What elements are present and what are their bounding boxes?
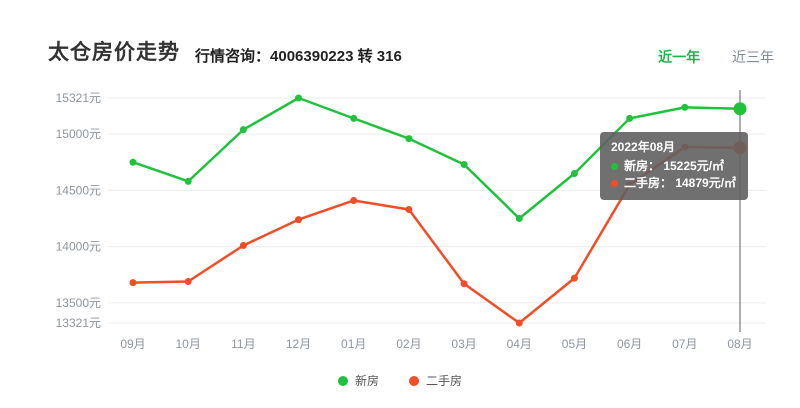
tooltip-row-new-house: 新房： 15225元/㎡ bbox=[611, 158, 736, 175]
x-axis-tick-label: 02月 bbox=[396, 337, 421, 351]
x-axis-tick-label: 12月 bbox=[286, 337, 311, 351]
secondhand-house-dot-icon bbox=[611, 180, 618, 187]
data-point[interactable] bbox=[295, 94, 303, 102]
y-axis-tick-label: 14000元 bbox=[56, 240, 101, 254]
x-axis-tick-label: 10月 bbox=[176, 337, 201, 351]
legend-item-secondhand-house[interactable]: 二手房 bbox=[409, 372, 462, 389]
new-house-dot-icon bbox=[611, 163, 618, 170]
x-axis-tick-label: 11月 bbox=[231, 337, 255, 351]
x-axis-tick-label: 05月 bbox=[562, 337, 587, 351]
y-axis-tick-label: 14500元 bbox=[56, 183, 101, 197]
data-point[interactable] bbox=[350, 196, 358, 204]
chart-tooltip: 2022年08月 新房： 15225元/㎡ 二手房： 14879元/㎡ bbox=[600, 132, 749, 200]
data-point[interactable] bbox=[405, 135, 413, 143]
y-axis-tick-label: 15000元 bbox=[56, 127, 101, 141]
consult-label: 行情咨询： bbox=[195, 48, 271, 65]
range-tabs: 近一年 近三年 bbox=[630, 47, 774, 67]
x-axis-tick-label: 04月 bbox=[507, 337, 532, 351]
data-point[interactable] bbox=[515, 214, 523, 222]
y-axis-tick-label: 15321元 bbox=[56, 91, 101, 105]
data-point[interactable] bbox=[184, 277, 192, 285]
series-line-new-house bbox=[131, 96, 742, 220]
data-point[interactable] bbox=[570, 274, 578, 282]
data-point[interactable] bbox=[570, 169, 578, 177]
consult-phone: 4006390223 转 316 bbox=[270, 48, 402, 65]
data-point[interactable] bbox=[129, 158, 137, 166]
chart-legend: 新房 二手房 bbox=[0, 372, 800, 389]
tooltip-date: 2022年08月 bbox=[611, 140, 676, 154]
legend-label: 二手房 bbox=[426, 374, 463, 388]
page-title: 太仓房价走势 bbox=[48, 41, 180, 64]
tab-last-three-years[interactable]: 近三年 bbox=[732, 49, 774, 65]
data-point[interactable] bbox=[405, 205, 413, 213]
new-house-legend-dot-icon bbox=[337, 375, 348, 386]
data-point[interactable] bbox=[733, 102, 747, 116]
data-point[interactable] bbox=[460, 280, 468, 288]
legend-label: 新房 bbox=[354, 374, 379, 388]
price-trend-chart: 15321元 15000元 14500元 14000元 13500元 13321元 09月 1… bbox=[56, 90, 766, 351]
x-axis-tick-label: 03月 bbox=[451, 337, 476, 351]
y-axis-tick-label: 13500元 bbox=[56, 296, 101, 310]
data-point[interactable] bbox=[350, 114, 358, 122]
tooltip-secondhand-house-value: 二手房： 14879元/㎡ bbox=[624, 176, 737, 190]
data-point[interactable] bbox=[295, 216, 303, 224]
x-axis-tick-label: 08月 bbox=[727, 337, 752, 351]
data-point[interactable] bbox=[460, 160, 468, 168]
data-point[interactable] bbox=[239, 241, 247, 249]
tab-last-year[interactable]: 近一年 bbox=[658, 49, 701, 65]
y-axis-tick-label: 13321元 bbox=[56, 316, 101, 330]
tooltip-new-house-value: 新房： 15225元/㎡ bbox=[624, 159, 725, 173]
x-axis-tick-label: 07月 bbox=[672, 337, 697, 351]
data-point[interactable] bbox=[239, 126, 247, 134]
data-point[interactable] bbox=[129, 279, 137, 287]
data-point[interactable] bbox=[515, 319, 523, 327]
consult-info: 行情咨询：4006390223 转 316 bbox=[195, 45, 402, 66]
x-axis-tick-label: 01月 bbox=[341, 337, 366, 351]
data-point[interactable] bbox=[626, 114, 634, 122]
data-point[interactable] bbox=[681, 103, 689, 111]
x-axis-tick-label: 09月 bbox=[120, 337, 145, 351]
secondhand-house-legend-dot-icon bbox=[409, 375, 419, 386]
x-axis-tick-label: 06月 bbox=[617, 337, 642, 351]
tooltip-row-secondhand-house: 二手房： 14879元/㎡ bbox=[611, 175, 736, 192]
data-point[interactable] bbox=[184, 177, 192, 185]
legend-item-new-house[interactable]: 新房 bbox=[337, 372, 379, 389]
